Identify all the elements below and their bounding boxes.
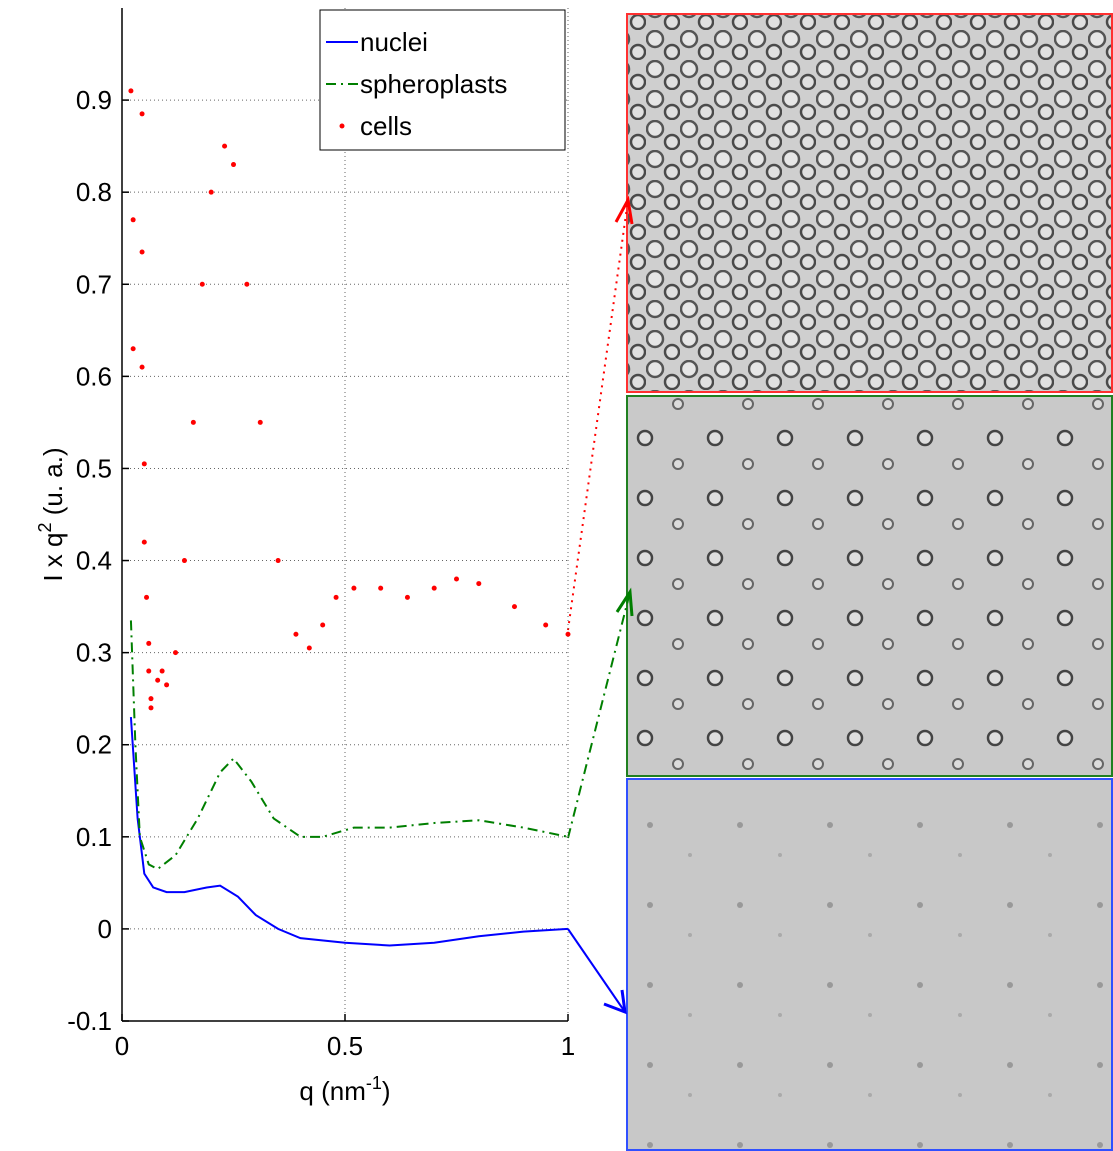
data-point bbox=[190, 419, 196, 425]
y-tick-label: 0.1 bbox=[76, 822, 112, 852]
label-text: q (nm bbox=[299, 1076, 365, 1106]
data-point bbox=[222, 143, 228, 149]
data-point bbox=[511, 604, 517, 610]
y-tick-label: 0.6 bbox=[76, 361, 112, 391]
data-point bbox=[139, 249, 145, 255]
data-point bbox=[173, 650, 179, 656]
arrowhead bbox=[614, 195, 634, 225]
data-point bbox=[199, 281, 205, 287]
data-point bbox=[351, 585, 357, 591]
series-line bbox=[129, 620, 569, 871]
data-point bbox=[257, 419, 263, 425]
data-point bbox=[293, 631, 299, 637]
y-tick-label: 0.2 bbox=[76, 730, 112, 760]
data-point bbox=[244, 281, 250, 287]
data-point bbox=[141, 539, 147, 545]
series-line bbox=[129, 717, 569, 947]
label-text: (u. a.) bbox=[38, 447, 68, 522]
x-axis-label: q (nm-1) bbox=[299, 1073, 390, 1106]
arrow bbox=[567, 928, 626, 1013]
data-point bbox=[141, 461, 147, 467]
data-point bbox=[333, 594, 339, 600]
label-sup: -1 bbox=[366, 1073, 382, 1093]
y-tick-label: 0.9 bbox=[76, 85, 112, 115]
data-point bbox=[159, 668, 165, 674]
arrow bbox=[567, 199, 629, 631]
data-point bbox=[130, 217, 136, 223]
x-tick-label: 0.5 bbox=[327, 1031, 363, 1061]
label-text: I x q bbox=[38, 533, 68, 582]
data-point bbox=[320, 622, 326, 628]
x-tick-label: 1 bbox=[561, 1031, 575, 1061]
data-point bbox=[148, 696, 154, 702]
legend-label: nuclei bbox=[360, 27, 428, 57]
data-point bbox=[476, 581, 482, 587]
nuclei-image bbox=[626, 778, 1113, 1151]
data-point bbox=[431, 585, 437, 591]
y-tick-label: 0.8 bbox=[76, 177, 112, 207]
arrow bbox=[567, 591, 631, 839]
micrographs bbox=[626, 13, 1113, 1151]
y-tick-label: 0.7 bbox=[76, 269, 112, 299]
spheroplasts-image bbox=[626, 395, 1113, 777]
data-point bbox=[543, 622, 549, 628]
arrowhead bbox=[603, 989, 627, 1015]
y-tick-label: 0.4 bbox=[76, 546, 112, 576]
data-point bbox=[144, 594, 150, 600]
data-point bbox=[208, 189, 214, 195]
data-point bbox=[128, 88, 134, 94]
y-axis-label: I x q2 (u. a.) bbox=[35, 447, 68, 581]
legend: nuclei spheroplasts cells bbox=[319, 9, 566, 151]
data-point bbox=[378, 585, 384, 591]
data-point bbox=[130, 346, 136, 352]
cells-image bbox=[626, 13, 1113, 393]
data-point bbox=[146, 640, 152, 646]
data-point bbox=[454, 576, 459, 582]
data-point bbox=[181, 558, 187, 564]
data-point bbox=[275, 558, 281, 564]
legend-label: spheroplasts bbox=[360, 69, 507, 99]
arrowhead bbox=[615, 587, 634, 617]
legend-swatch bbox=[339, 123, 345, 129]
y-tick-label: 0.3 bbox=[76, 638, 112, 668]
plot: -0.100.10.20.30.40.50.60.70.80.90 0.5 1q (… bbox=[35, 8, 575, 1106]
data-point bbox=[146, 668, 152, 674]
x-tick-label: 0 bbox=[115, 1031, 129, 1061]
data-point bbox=[164, 682, 170, 688]
data-point bbox=[155, 677, 161, 683]
label-sup: 2 bbox=[35, 522, 55, 532]
data-point bbox=[231, 162, 236, 168]
data-point bbox=[306, 645, 312, 651]
y-tick-label: 0 bbox=[98, 914, 112, 944]
data-point bbox=[148, 705, 154, 711]
data-point bbox=[404, 594, 410, 600]
y-tick-label: -0.1 bbox=[67, 1006, 112, 1036]
legend-label: cells bbox=[360, 111, 412, 141]
data-point bbox=[139, 364, 145, 370]
label-text: ) bbox=[382, 1076, 391, 1106]
legend-box bbox=[319, 9, 566, 151]
y-tick-label: 0.5 bbox=[76, 453, 112, 483]
data-point bbox=[565, 631, 571, 637]
data-point bbox=[139, 111, 145, 117]
arrows bbox=[567, 195, 634, 1015]
